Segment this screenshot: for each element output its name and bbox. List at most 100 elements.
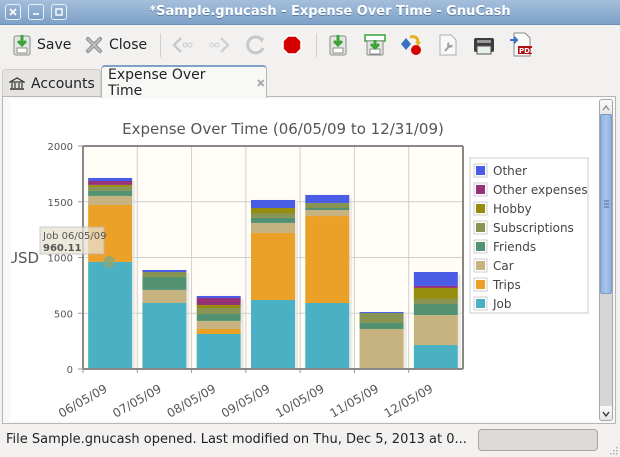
y-tick-label: 1000	[48, 254, 73, 265]
export-button[interactable]	[328, 32, 348, 58]
stylesheet-icon	[401, 35, 421, 55]
stop-icon	[282, 35, 302, 55]
x-tick-label: 08/05/09	[165, 381, 219, 420]
window-minimize-button[interactable]	[28, 4, 44, 20]
bar-segment[interactable]: Other 11/05/09: 9	[359, 312, 404, 314]
legend-swatch	[476, 280, 485, 289]
forward-icon	[209, 37, 230, 53]
bar-segment[interactable]: Job 10/05/09: 592	[305, 302, 350, 369]
expense-chart: Expense Over Time (06/05/09 to 12/31/09)…	[7, 120, 589, 421]
bar-segment[interactable]: Job 08/05/09: 314	[196, 333, 241, 369]
edit-report-button[interactable]	[438, 32, 458, 58]
bar-segment[interactable]: Hobby 06/05/09: 18	[88, 184, 133, 187]
pdf-export-icon: PDF	[510, 32, 533, 57]
bar-segment[interactable]: Subscriptions 08/05/09: 54	[196, 308, 241, 315]
window-title: *Sample.gnucash - Expense Over Time - Gn…	[149, 4, 511, 19]
reload-button[interactable]	[245, 32, 267, 58]
scroll-thumb[interactable]	[600, 114, 612, 294]
save-button[interactable]: Save	[12, 32, 71, 58]
stylesheet-button[interactable]	[400, 32, 424, 58]
back-button[interactable]	[171, 32, 195, 58]
bar-segment[interactable]: Trips 10/05/09: 780	[305, 216, 350, 303]
vertical-scrollbar[interactable]	[599, 99, 613, 421]
bar-segment[interactable]: Job 09/05/09: 619	[251, 299, 295, 369]
tab-expense-over-time[interactable]: Expense Over Time	[101, 65, 267, 99]
export-icon	[329, 35, 347, 56]
chevron-down-icon	[602, 411, 610, 418]
bar-segment[interactable]: Car 07/05/09: 117	[142, 289, 187, 303]
stop-button[interactable]	[281, 32, 303, 58]
bar-segment[interactable]: Subscriptions 09/05/09: 44	[251, 213, 295, 218]
legend-label: Trips	[492, 278, 521, 292]
legend-label: Subscriptions	[493, 221, 574, 235]
bar-segment[interactable]: Friends 12/05/09: 99	[413, 303, 458, 316]
scroll-up-button[interactable]	[600, 100, 612, 114]
title-bar: *Sample.gnucash - Expense Over Time - Gn…	[0, 0, 620, 25]
tab-accounts-label: Accounts	[31, 75, 95, 92]
bar-segment[interactable]: Other 07/05/09: 18	[142, 269, 187, 272]
svg-text:PDF: PDF	[519, 47, 533, 55]
bar-segment[interactable]: Car 09/05/09: 90	[251, 222, 295, 233]
legend-swatch	[476, 261, 485, 270]
close-label: Close	[109, 37, 148, 53]
x-tick-label: 06/05/09	[56, 381, 110, 420]
legend-swatch	[476, 299, 485, 308]
bar-segment[interactable]: Car 06/05/09: 81	[88, 195, 133, 205]
bar-segment[interactable]: Car 10/05/09: 54	[305, 210, 350, 217]
tooltip-title: Job 06/05/09	[42, 231, 107, 242]
bar-segment[interactable]: Other 10/05/09: 72	[305, 194, 350, 203]
bar-segment[interactable]: Friends 11/05/09: 54	[359, 322, 404, 329]
bar-segment[interactable]: Hobby 08/05/09: 27	[196, 304, 241, 309]
bar-segment[interactable]: Job 06/05/09: 960.11	[88, 261, 133, 369]
tab-accounts[interactable]: Accounts	[2, 69, 101, 97]
bar-segment[interactable]: Car 12/05/09: 269	[413, 315, 458, 346]
bar-segment[interactable]: Other expenses 06/05/09: 35	[88, 180, 133, 185]
bar-segment[interactable]: Friends 08/05/09: 62	[196, 314, 241, 321]
grip-icon	[604, 200, 609, 208]
bar-segment[interactable]: Subscriptions 12/05/09: 45	[413, 298, 458, 304]
bar-segment[interactable]: Trips 08/05/09: 45	[196, 328, 241, 334]
close-button[interactable]: Close	[84, 32, 147, 58]
window-close-button[interactable]	[5, 4, 21, 20]
bar-segment[interactable]: Other 12/05/09: 125	[413, 271, 458, 286]
bar-segment[interactable]: Trips 09/05/09: 601	[251, 232, 295, 300]
tab-close-icon[interactable]	[256, 78, 266, 88]
bar-segment[interactable]: Friends 09/05/09: 45	[251, 217, 295, 223]
bar-segment[interactable]: Car 11/05/09: 359	[359, 328, 404, 369]
bar-segment[interactable]: Job 07/05/09: 592	[142, 302, 187, 369]
bar-segment[interactable]: Other expenses 12/05/09: 18	[413, 285, 458, 288]
x-tick-label: 11/05/09	[327, 381, 381, 420]
bank-icon	[9, 76, 25, 90]
bar-segment[interactable]: Subscriptions 11/05/09: 89	[359, 313, 404, 323]
maximize-icon	[55, 8, 63, 16]
save-label: Save	[37, 37, 72, 53]
bar-segment[interactable]: Other 06/05/09: 27	[88, 177, 133, 181]
legend-swatch	[476, 185, 485, 194]
bar-segment[interactable]: Subscriptions 10/05/09: 45	[305, 202, 350, 208]
pdf-export-button[interactable]: PDF	[509, 32, 533, 58]
x-tick-label: 12/05/09	[382, 381, 436, 420]
bar-segment[interactable]: Car 08/05/09: 72	[196, 320, 241, 329]
bar-segment[interactable]: Hobby 09/05/09: 45	[251, 207, 295, 214]
report-options-button[interactable]	[364, 32, 386, 58]
bar-segment[interactable]: Subscriptions 07/05/09: 45	[142, 271, 187, 278]
bar-segment[interactable]: Friends 06/05/09: 45	[88, 190, 133, 196]
bar-segment[interactable]: Other expenses 08/05/09: 63	[196, 297, 241, 305]
bar-segment[interactable]: Friends 07/05/09: 116	[142, 277, 187, 290]
chart-viewport: Expense Over Time (06/05/09 to 12/31/09)…	[7, 99, 599, 421]
scroll-down-button[interactable]	[600, 406, 612, 420]
bar-segment[interactable]: Job 12/05/09: 215	[413, 345, 458, 369]
window-maximize-button[interactable]	[51, 4, 67, 20]
back-icon	[172, 37, 193, 53]
toolbar-separator	[160, 33, 161, 57]
print-button[interactable]	[472, 32, 496, 58]
bar-segment[interactable]: Subscriptions 06/05/09: 36	[88, 186, 133, 191]
bar-segment[interactable]: Other 08/05/09: 18	[196, 295, 241, 298]
forward-button[interactable]	[207, 32, 231, 58]
bar-segment[interactable]: Friends 10/05/09: 18	[305, 207, 350, 211]
y-tick-label: 500	[54, 309, 73, 320]
close-icon	[9, 8, 17, 16]
bar-segment[interactable]: Hobby 12/05/09: 99	[413, 287, 458, 299]
bar-segment[interactable]: Other 09/05/09: 72	[251, 199, 295, 208]
resize-grip-icon[interactable]	[608, 445, 618, 455]
